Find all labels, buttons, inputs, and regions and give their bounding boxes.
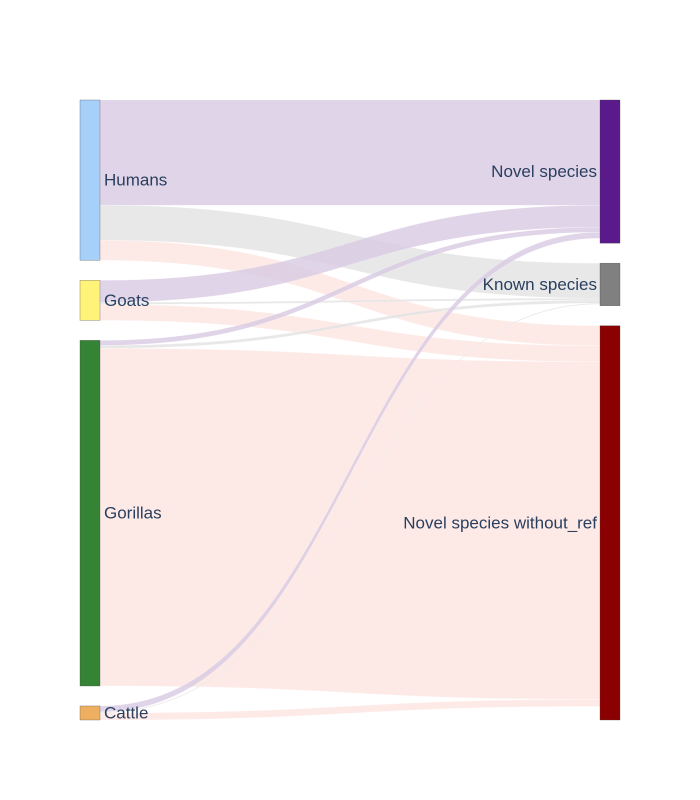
node-label-goats: Goats	[104, 291, 149, 310]
labels-layer: Humans Goats Gorillas Cattle Novel species Kn…	[104, 162, 597, 722]
node-label-novel-species-without-ref: Novel species without_ref	[403, 513, 597, 532]
link-humans-to-novel-species[interactable]	[99, 99, 601, 206]
node-humans[interactable]	[79, 99, 101, 261]
node-goats[interactable]	[79, 280, 101, 321]
node-label-novel-species: Novel species	[491, 162, 597, 181]
node-known-species[interactable]	[599, 262, 621, 306]
node-label-humans: Humans	[104, 171, 167, 190]
links-layer	[99, 99, 601, 721]
link-cattle-to-novel-species-without-ref[interactable]	[99, 699, 601, 721]
node-gorillas[interactable]	[79, 340, 101, 687]
node-novel-species[interactable]	[599, 99, 621, 244]
node-novel-species-without-ref[interactable]	[599, 325, 621, 721]
nodes-layer	[79, 99, 621, 721]
node-label-cattle: Cattle	[104, 703, 148, 722]
node-label-gorillas: Gorillas	[104, 504, 162, 523]
node-cattle[interactable]	[79, 705, 101, 721]
node-label-known-species: Known species	[483, 275, 597, 294]
